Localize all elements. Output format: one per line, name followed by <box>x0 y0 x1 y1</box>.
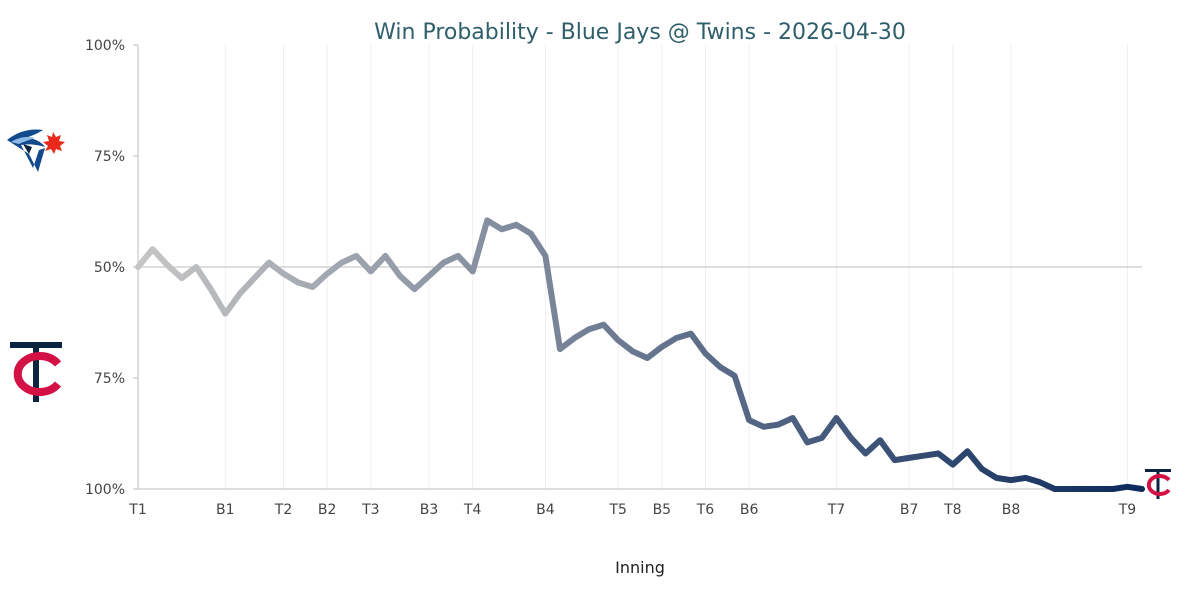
y-tick-label: 75% <box>94 149 125 165</box>
x-tick-label: B6 <box>740 502 759 518</box>
y-axis-tick-labels: 100% 75% 50% 75% 100% <box>85 38 125 498</box>
x-tick-label: T3 <box>361 502 379 518</box>
x-tick-label: T5 <box>608 502 626 518</box>
x-tick-label: T4 <box>463 502 482 518</box>
x-tick-label: B2 <box>318 502 337 518</box>
x-tick-label: T1 <box>128 502 146 518</box>
x-tick-label: B8 <box>1002 502 1021 518</box>
x-axis-title: Inning <box>615 558 665 577</box>
x-tick-label: B4 <box>536 502 555 518</box>
x-tick-label: B7 <box>900 502 919 518</box>
win-probability-series-line <box>135 217 1145 492</box>
x-tick-label: T8 <box>943 502 961 518</box>
x-tick-label: T2 <box>274 502 292 518</box>
chart-title: Win Probability - Blue Jays @ Twins - 20… <box>374 20 906 45</box>
x-tick-label: B3 <box>420 502 439 518</box>
twins-logo-end <box>1145 469 1171 499</box>
y-tick-label: 100% <box>85 482 125 498</box>
y-tick-label: 50% <box>94 260 125 276</box>
twins-logo <box>10 342 62 402</box>
x-axis-tick-labels: T1 B1 T2 B2 T3 B3 T4 B4 T5 B5 T6 B6 T7 B7 T8 B8 T9 <box>128 502 1136 518</box>
y-tick-label: 75% <box>94 371 125 387</box>
x-tick-label: B5 <box>653 502 672 518</box>
axes <box>133 44 1142 490</box>
x-tick-label: T7 <box>827 502 845 518</box>
y-tick-label: 100% <box>85 38 125 54</box>
blue-jays-logo <box>7 129 65 172</box>
x-tick-label: T9 <box>1118 502 1136 518</box>
x-tick-label: T6 <box>696 502 715 518</box>
x-tick-label: B1 <box>216 502 235 518</box>
